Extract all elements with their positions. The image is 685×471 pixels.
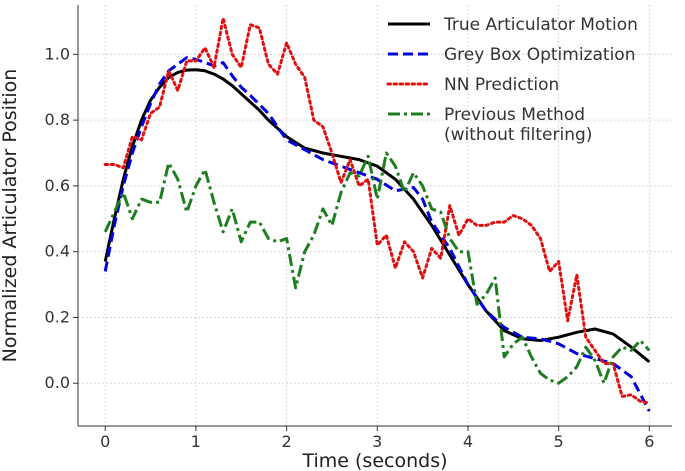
x-tick-label: 6 (644, 432, 654, 451)
series-line-grey-box-optimization (103, 56, 651, 412)
y-tick-label: 0.0 (45, 373, 70, 392)
series-lines (103, 16, 651, 412)
legend-label: NN Prediction (444, 75, 559, 95)
x-tick-label: 2 (281, 432, 291, 451)
y-axis-title: Normalized Articulator Position (0, 69, 21, 363)
x-tick-label: 4 (463, 432, 473, 451)
y-tick-label: 0.8 (45, 110, 70, 129)
series-line-previous-method (103, 151, 651, 385)
x-tick-label: 5 (554, 432, 564, 451)
x-tick-label: 3 (372, 432, 382, 451)
y-tick-label: 0.2 (45, 307, 70, 326)
y-tick-label: 0.6 (45, 176, 70, 195)
grid (78, 5, 672, 426)
series-line-nn-prediction (103, 16, 651, 405)
legend-label: True Articulator Motion (443, 15, 638, 35)
y-tick-label: 0.4 (45, 242, 70, 261)
legend-label: (without filtering) (444, 125, 592, 145)
axes: 0 1 2 3 4 5 6 0.0 0.2 0.4 0.6 0.8 1.0 (45, 5, 672, 451)
x-tick-label: 1 (191, 432, 201, 451)
y-tick-label: 1.0 (45, 44, 70, 63)
x-axis-title: Time (seconds) (301, 450, 447, 471)
legend-label: Previous Method (444, 105, 585, 125)
x-tick-label: 0 (100, 432, 110, 451)
legend-label: Grey Box Optimization (444, 45, 635, 65)
legend: True Articulator Motion Grey Box Optimiza… (386, 15, 638, 145)
